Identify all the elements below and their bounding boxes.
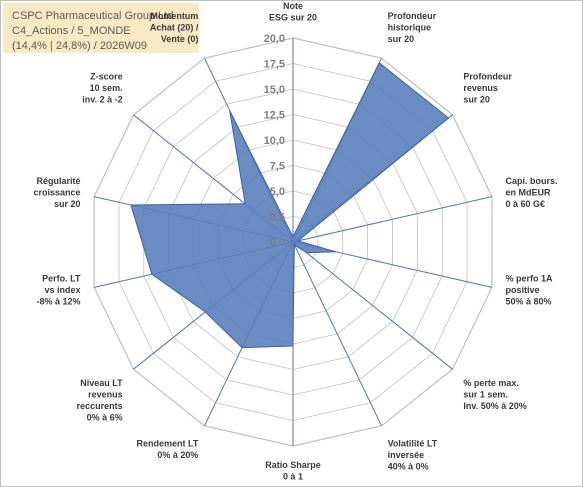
radar-axis-label-line: sur 20 bbox=[54, 199, 81, 209]
radar-axis-label-line: Capi. bours. bbox=[506, 176, 558, 186]
radar-tick-label: 20,0 bbox=[264, 33, 285, 45]
radar-axis-label-line: 10 sem. bbox=[90, 83, 123, 93]
radar-tick-label: 15,0 bbox=[264, 84, 285, 96]
chart-title-line-3: (14,4% | 24,8%) / 2026W09 bbox=[12, 40, 147, 52]
radar-axis-label: Rendement LT 0% à 20% bbox=[137, 438, 199, 460]
radar-axis-label-line: Profondeur bbox=[463, 72, 512, 82]
radar-tick-label: 2,5 bbox=[270, 212, 285, 224]
radar-axis-label: Note ESG sur 20 bbox=[269, 1, 317, 23]
radar-axis-label: Capi. bours. en MdEUR 0 à 60 G€ bbox=[506, 176, 558, 209]
radar-axis-label-line: Perfo. LT bbox=[42, 273, 81, 283]
radar-axis-label: Volatilité LT inversée 40% à 0% bbox=[388, 438, 438, 471]
radar-axis-label-line: Ratio Sharpe bbox=[265, 460, 321, 470]
radar-axis-label-line: Achat (20) / bbox=[150, 23, 199, 33]
radar-axis-label-line: revenus bbox=[463, 83, 498, 93]
chart-title-line-2: C4_Actions / 5_MONDE bbox=[12, 25, 131, 37]
radar-axis-label-line: sur 20 bbox=[388, 34, 415, 44]
radar-axis-label-line: 50% à 80% bbox=[506, 296, 552, 306]
radar-series-area bbox=[130, 62, 450, 349]
radar-tick-label: 10,0 bbox=[264, 135, 285, 147]
radar-axis-label-line: Niveau LT bbox=[80, 378, 123, 388]
radar-axis-label: Profondeur revenus sur 20 bbox=[463, 72, 512, 105]
radar-axis-label-line: -8% à 12% bbox=[36, 296, 80, 306]
chart-title-box: CSPC Pharmaceutical Group Ltd C4_Actions… bbox=[3, 3, 199, 53]
radar-axis-label-line: reccurents bbox=[77, 401, 123, 411]
radar-axis-label-line: 0% à 20% bbox=[157, 450, 198, 460]
radar-spoke bbox=[292, 241, 382, 427]
radar-spoke bbox=[292, 241, 453, 370]
radar-axis-labels: Note ESG sur 20 Profondeur historique sur 20… bbox=[33, 1, 557, 482]
radar-axis-label-line: Profondeur bbox=[388, 11, 437, 21]
radar-axis-label: Régularité croissance sur 20 bbox=[33, 176, 80, 209]
radar-tick-labels: 0,0 2,5 5,0 7,5 10,0 12,5 15,0 17,5 20,0 bbox=[264, 33, 285, 249]
radar-axis-label-line: Régularité bbox=[36, 176, 80, 186]
radar-axis-label-line: Rendement LT bbox=[137, 438, 199, 448]
radar-axis-label-line: inv. 2 à -2 bbox=[82, 95, 122, 105]
radar-axis-label: Perfo. LT vs index -8% à 12% bbox=[36, 273, 81, 306]
radar-axis-label-line: positive bbox=[506, 285, 540, 295]
radar-tick-label: 7,5 bbox=[270, 161, 285, 173]
radar-axis-label: % perte max. sur 1 sem. Inv. 50% à 20% bbox=[463, 378, 526, 411]
radar-axis-label-line: Note bbox=[283, 1, 303, 11]
radar-axis-label-line: Momentum bbox=[150, 11, 198, 21]
radar-series-layer bbox=[130, 62, 450, 349]
radar-axis-label-line: inversée bbox=[388, 450, 425, 460]
radar-axis-label-line: en MdEUR bbox=[506, 188, 552, 198]
radar-axis-label-line: Vente (0) bbox=[161, 34, 199, 44]
chart-title-line-1: CSPC Pharmaceutical Group Ltd bbox=[12, 10, 174, 22]
radar-axis-label-line: 0 à 1 bbox=[283, 472, 303, 482]
radar-axis-label: Z-score 10 sem. inv. 2 à -2 bbox=[82, 72, 122, 105]
radar-axis-label-line: historique bbox=[388, 23, 432, 33]
radar-tick-label: 0,0 bbox=[270, 237, 285, 249]
radar-axis-label: Profondeur historique sur 20 bbox=[388, 11, 437, 44]
radar-tick-label: 5,0 bbox=[270, 186, 285, 198]
radar-axis-label-line: ESG sur 20 bbox=[269, 13, 317, 23]
radar-spoke bbox=[292, 196, 493, 243]
radar-axis-label-line: 0 à 60 G€ bbox=[506, 199, 546, 209]
radar-axis-label-line: 40% à 0% bbox=[388, 461, 429, 471]
radar-axis-label-line: Z-score bbox=[90, 72, 123, 82]
radar-axis-label-line: % perfo 1A bbox=[506, 273, 554, 283]
radar-axis-label-line: 0% à 6% bbox=[87, 412, 123, 422]
radar-tick-label: 12,5 bbox=[264, 110, 285, 122]
radar-tick-label: 17,5 bbox=[264, 59, 285, 71]
radar-axis-label-line: sur 20 bbox=[463, 95, 490, 105]
radar-axis-label-line: Inv. 50% à 20% bbox=[463, 401, 526, 411]
radar-axis-label-line: Volatilité LT bbox=[388, 438, 438, 448]
radar-axis-label: Momentum Achat (20) / Vente (0) bbox=[150, 11, 199, 44]
radar-axis-label: Ratio Sharpe 0 à 1 bbox=[265, 460, 321, 482]
radar-axis-label-line: % perte max. bbox=[463, 378, 519, 388]
radar-axis-label-line: revenus bbox=[88, 389, 123, 399]
radar-axis-label-line: croissance bbox=[33, 188, 80, 198]
radar-axis-label-line: sur 1 sem. bbox=[463, 389, 508, 399]
radar-axis-label: % perfo 1A positive 50% à 80% bbox=[506, 273, 554, 306]
radar-axis-label: Niveau LT revenus reccurents 0% à 6% bbox=[77, 378, 124, 423]
radar-axis-label-line: vs index bbox=[44, 285, 80, 295]
